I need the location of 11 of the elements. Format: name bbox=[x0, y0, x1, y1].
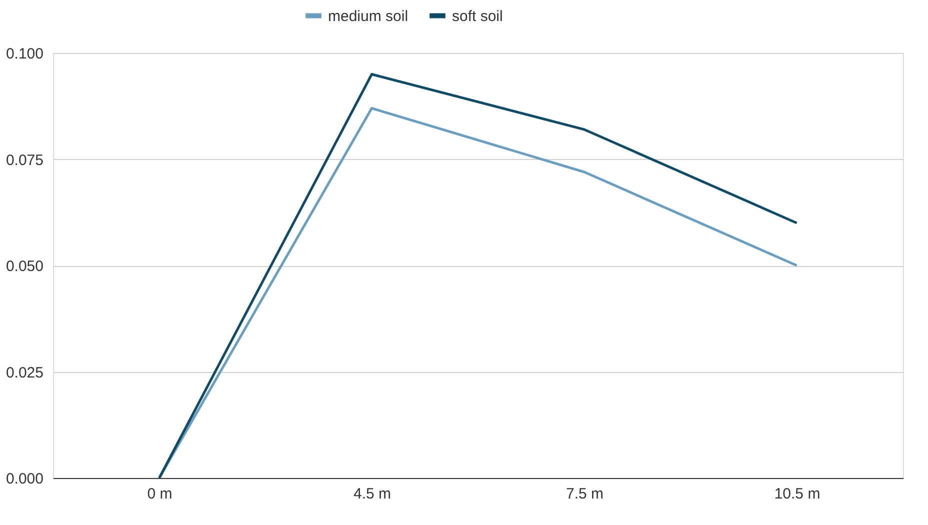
x-tick-label: 7.5 m bbox=[566, 486, 604, 502]
y-tick-label: 0.025 bbox=[6, 364, 44, 382]
x-tick-label: 0 m bbox=[147, 486, 172, 502]
y-tick-label: 0.050 bbox=[6, 258, 44, 275]
y-tick-label: 0.000 bbox=[6, 470, 44, 488]
legend-label: medium soil bbox=[328, 8, 408, 25]
y-tick-label: 0.075 bbox=[6, 152, 44, 169]
x-tick-label: 10.5 m bbox=[774, 486, 820, 502]
y-tick-label: 0.100 bbox=[6, 46, 44, 62]
x-tick-label: 4.5 m bbox=[353, 486, 392, 502]
legend-label: soft soil bbox=[452, 8, 503, 25]
